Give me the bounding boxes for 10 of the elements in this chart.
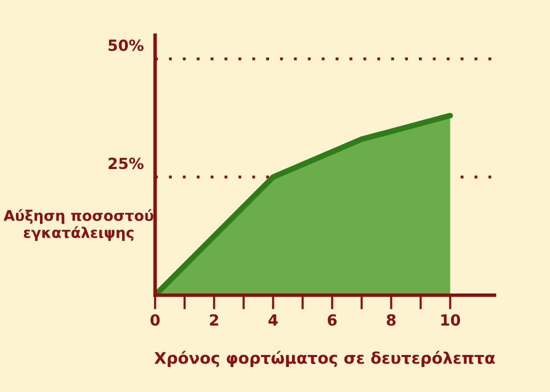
- x-tick-label: 8: [386, 314, 396, 326]
- y-axis-title: Αύξηση ποσοστού εγκατάλειψης: [4, 209, 154, 241]
- x-tick-label: 6: [328, 314, 337, 326]
- x-axis-title: Χρόνος φορτώματος σε δευτερόλεπτα: [154, 350, 495, 368]
- x-tick-label: 2: [210, 314, 218, 326]
- y-tick-label: 25%: [108, 158, 144, 170]
- x-tick-label: 4: [268, 314, 278, 326]
- x-tick-label: 10: [441, 314, 460, 326]
- y-tick-label: 50%: [108, 39, 144, 52]
- x-tick-label: 0: [150, 314, 160, 326]
